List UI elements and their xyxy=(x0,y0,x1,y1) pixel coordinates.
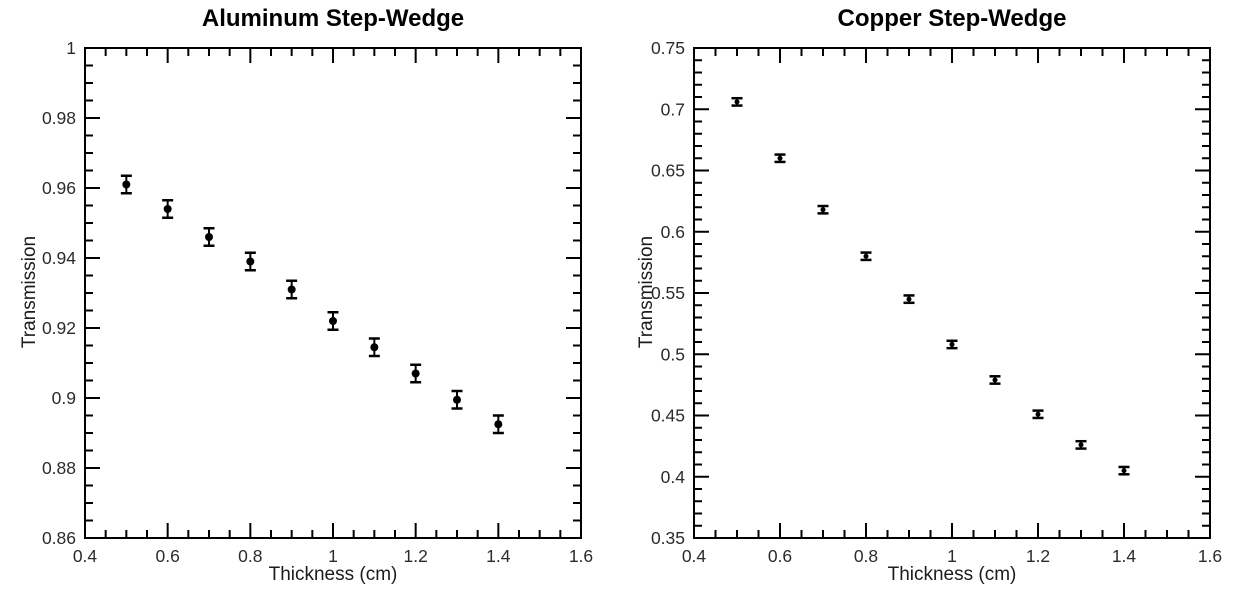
y-tick-labels: 1 0.98 0.96 0.94 0.92 0.9 0.88 0.86 xyxy=(42,38,76,548)
copper-plot-canvas: 0.4 0.6 0.8 1 1.2 1.4 1.6 0.75 0.7 0.65 0.6 0.55 0.5… xyxy=(651,38,1222,566)
y-tick-label: 1 xyxy=(66,38,76,58)
axes-box xyxy=(693,47,1211,539)
marker-dot xyxy=(453,395,461,404)
y-tick-label: 0.94 xyxy=(42,248,76,268)
x-axis-label: Thickness (cm) xyxy=(268,564,398,585)
marker-dot xyxy=(734,99,740,105)
copper-plot-panel: 0.4 0.6 0.8 1 1.2 1.4 1.6 0.75 0.7 0.65 0.6 0.55 0.5… xyxy=(617,0,1234,598)
marker-dot xyxy=(163,205,172,213)
data-point xyxy=(327,311,339,331)
x-tick-label: 1.4 xyxy=(1112,546,1137,566)
x-tick-label: 1 xyxy=(328,546,338,566)
x-tick-label: 0.6 xyxy=(156,546,180,566)
data-series-aluminum-transmission xyxy=(120,174,504,435)
data-point xyxy=(731,96,743,107)
axis-ticks xyxy=(84,47,582,539)
y-axis-label: Transmission xyxy=(19,235,40,349)
x-tick-label: 1.6 xyxy=(569,546,593,566)
x-tick-label: 1.2 xyxy=(404,546,428,566)
y-tick-label: 0.4 xyxy=(661,467,686,487)
x-tick-label: 1 xyxy=(947,546,957,566)
data-point xyxy=(368,337,380,358)
marker-dot xyxy=(122,180,131,189)
plot-title: Aluminum Step-Wedge xyxy=(201,5,465,32)
y-tick-label: 0.55 xyxy=(651,283,685,303)
y-tick-label: 0.35 xyxy=(651,528,685,548)
marker-dot xyxy=(777,155,783,161)
axis-ticks xyxy=(693,47,1211,539)
data-series-copper-transmission xyxy=(731,96,1130,476)
x-tick-label: 0.8 xyxy=(238,546,262,566)
data-point xyxy=(162,199,174,219)
plot-frame xyxy=(84,47,582,539)
data-point xyxy=(451,389,463,410)
x-tick-label: 0.6 xyxy=(768,546,792,566)
data-point xyxy=(817,204,829,215)
data-point xyxy=(903,294,915,305)
data-point xyxy=(410,363,422,384)
data-point xyxy=(244,251,256,272)
data-point xyxy=(860,251,872,262)
marker-dot xyxy=(1121,468,1127,474)
data-point xyxy=(1075,439,1087,450)
data-point xyxy=(1118,465,1130,476)
marker-dot xyxy=(494,420,503,429)
data-point xyxy=(492,414,504,435)
marker-dot xyxy=(863,253,869,259)
x-tick-labels: 0.4 0.6 0.8 1 1.2 1.4 1.6 xyxy=(682,546,1222,566)
marker-dot xyxy=(287,285,296,294)
plot-frame xyxy=(693,47,1211,539)
y-tick-label: 0.65 xyxy=(651,161,685,181)
marker-dot xyxy=(246,257,255,266)
y-axis-label: Transmission xyxy=(636,235,657,349)
marker-dot xyxy=(949,341,955,347)
marker-dot xyxy=(1035,411,1041,417)
x-tick-label: 0.8 xyxy=(854,546,878,566)
marker-dot xyxy=(1078,442,1084,448)
y-tick-label: 0.5 xyxy=(661,344,685,364)
data-point xyxy=(286,279,298,300)
plot-title: Copper Step-Wedge xyxy=(837,5,1067,32)
marker-dot xyxy=(992,377,998,383)
marker-dot xyxy=(906,296,912,302)
aluminum-plot-panel: 0.4 0.6 0.8 1 1.2 1.4 1.6 1 0.98 0.96 0.94 0.92 0.9 0… xyxy=(19,5,593,585)
marker-dot xyxy=(205,233,213,241)
data-point xyxy=(1032,409,1044,420)
y-tick-label: 0.96 xyxy=(42,178,76,198)
marker-dot xyxy=(329,317,337,325)
data-point xyxy=(203,227,215,247)
y-tick-label: 0.75 xyxy=(651,38,685,58)
y-tick-label: 0.98 xyxy=(42,108,76,128)
marker-dot xyxy=(820,207,826,213)
data-point xyxy=(989,375,1001,385)
y-tick-label: 0.6 xyxy=(661,222,685,242)
axes-box xyxy=(84,47,582,539)
x-tick-label: 0.4 xyxy=(682,546,707,566)
data-point xyxy=(120,174,132,195)
x-tick-label: 1.2 xyxy=(1026,546,1050,566)
y-tick-label: 0.88 xyxy=(42,458,76,478)
data-point xyxy=(946,339,958,350)
x-axis-label: Thickness (cm) xyxy=(887,564,1017,585)
x-tick-labels: 0.4 0.6 0.8 1 1.2 1.4 1.6 xyxy=(73,546,593,566)
y-tick-label: 0.9 xyxy=(52,388,76,408)
x-tick-label: 1.4 xyxy=(486,546,511,566)
marker-dot xyxy=(370,343,379,352)
y-tick-labels: 0.75 0.7 0.65 0.6 0.55 0.5 0.45 0.4 0.35 xyxy=(651,38,685,548)
y-tick-label: 0.86 xyxy=(42,528,76,548)
data-point xyxy=(774,153,786,164)
y-tick-label: 0.45 xyxy=(651,406,685,426)
x-tick-label: 1.6 xyxy=(1198,546,1222,566)
marker-dot xyxy=(411,369,420,378)
aluminum-plot-canvas: 0.4 0.6 0.8 1 1.2 1.4 1.6 1 0.98 0.96 0.94 0.92 0.9 0… xyxy=(42,38,593,566)
y-tick-label: 0.7 xyxy=(661,99,685,119)
y-tick-label: 0.92 xyxy=(42,318,76,338)
x-tick-label: 0.4 xyxy=(73,546,98,566)
